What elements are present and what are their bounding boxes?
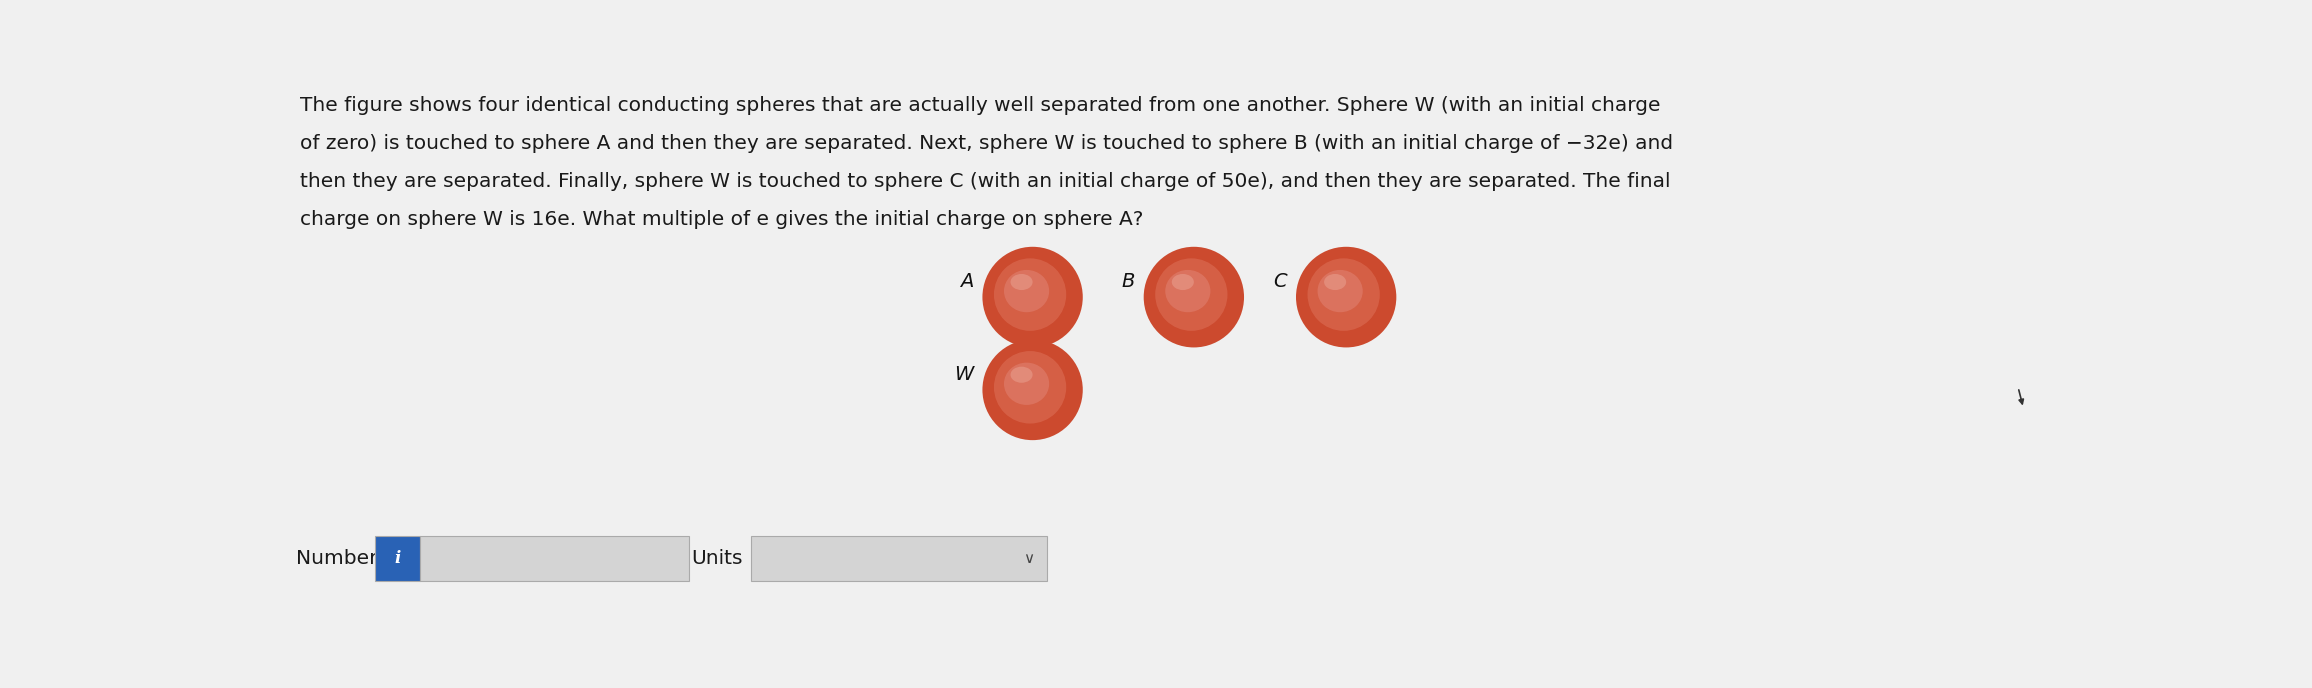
Text: A: A xyxy=(959,272,973,291)
Text: of zero) is touched to sphere A and then they are separated. Next, sphere W is t: of zero) is touched to sphere A and then… xyxy=(301,134,1674,153)
Text: i: i xyxy=(395,550,400,566)
FancyBboxPatch shape xyxy=(751,535,1047,581)
Text: Number: Number xyxy=(296,548,377,568)
Text: Units: Units xyxy=(691,548,742,568)
Ellipse shape xyxy=(1297,247,1396,347)
Ellipse shape xyxy=(1318,270,1362,312)
Text: charge on sphere W is 16e. What multiple of e gives the initial charge on sphere: charge on sphere W is 16e. What multiple… xyxy=(301,211,1142,229)
Ellipse shape xyxy=(1325,274,1346,290)
Ellipse shape xyxy=(1172,274,1193,290)
Ellipse shape xyxy=(1010,274,1033,290)
Ellipse shape xyxy=(1144,247,1244,347)
Text: B: B xyxy=(1121,272,1135,291)
Ellipse shape xyxy=(1309,259,1380,331)
Ellipse shape xyxy=(994,259,1066,331)
Ellipse shape xyxy=(994,351,1066,424)
Ellipse shape xyxy=(1003,270,1050,312)
Text: W: W xyxy=(955,365,973,384)
Text: C: C xyxy=(1274,272,1288,291)
FancyBboxPatch shape xyxy=(421,535,689,581)
Ellipse shape xyxy=(1165,270,1211,312)
Text: ∨: ∨ xyxy=(1024,550,1033,566)
FancyBboxPatch shape xyxy=(375,535,421,581)
Ellipse shape xyxy=(1010,367,1033,383)
Ellipse shape xyxy=(983,339,1082,440)
Ellipse shape xyxy=(983,247,1082,347)
Text: then they are separated. Finally, sphere W is touched to sphere C (with an initi: then they are separated. Finally, sphere… xyxy=(301,172,1669,191)
Ellipse shape xyxy=(1003,363,1050,405)
Ellipse shape xyxy=(1156,259,1228,331)
Text: The figure shows four identical conducting spheres that are actually well separa: The figure shows four identical conducti… xyxy=(301,96,1660,115)
